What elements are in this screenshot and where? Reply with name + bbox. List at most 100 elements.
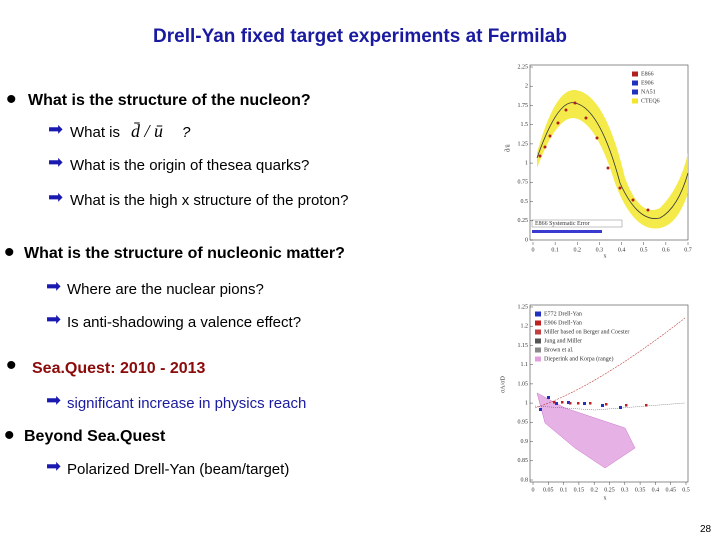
y-tick-label: 0.75 (518, 180, 529, 186)
legend-label: Miller based on Berger and Coester (544, 329, 629, 335)
x-label: x (604, 495, 607, 501)
y-tick-label: 0.25 (518, 218, 529, 224)
e906-points (553, 401, 648, 407)
y-tick-label: 1.2 (521, 324, 529, 330)
slide-title: Drell-Yan fixed target experiments at Fe… (153, 26, 567, 47)
y-tick-label: 2 (525, 84, 528, 90)
plot-dbar-ubar: E866 Systematic Error d̄/ū x 0 0.25 0.5 0.7… (504, 64, 692, 259)
x-tick-label: 0.6 (662, 247, 670, 253)
x-tick-label: 0.5 (682, 487, 690, 493)
legend-swatch (535, 320, 541, 326)
sub-item: ? (182, 124, 191, 141)
bullet: What is the structure of the nucleon? (28, 92, 311, 109)
legend-swatch (535, 356, 541, 362)
legend-label: CTEQ6 (641, 98, 660, 104)
legend-swatch (535, 311, 541, 317)
legend-label: Dieperink and Korpa (range) (544, 355, 613, 362)
dieperink-band (536, 392, 636, 469)
y-tick-label: 2.25 (518, 64, 529, 70)
y-tick-label: 1.1 (521, 362, 529, 368)
y-tick-label: 1 (525, 160, 528, 166)
e772-points (539, 396, 622, 411)
x-tick-label: 0.2 (574, 247, 582, 253)
plot-nuclear-ratio: σA/σD x 0.8 0.85 0.9 0.95 1 1.05 1.1 1.15 1.2 1.2… (500, 304, 690, 501)
legend-label: E906 (641, 80, 654, 86)
y-tick-label: 0.95 (518, 420, 529, 426)
legend-swatch (535, 347, 541, 353)
x-tick-label: 0.7 (684, 247, 692, 253)
arrow: ➡ (46, 456, 62, 476)
sub-item: significant increase in physics reach (67, 395, 307, 412)
cteq-curve (536, 102, 689, 219)
y-tick-label: 0.5 (521, 199, 529, 205)
bullet-dot: • (4, 419, 15, 452)
x-tick-label: 0.25 (604, 487, 615, 493)
x-tick-label: 0 (532, 487, 535, 493)
bullet-dot: • (6, 83, 17, 116)
x-tick-label: 0.4 (652, 487, 660, 493)
legend-swatch (632, 71, 638, 77)
y-label: σA/σD (500, 376, 506, 393)
legend-label: Brown et al. (544, 347, 574, 353)
legend-swatch (535, 338, 541, 344)
y-tick-label: 0.8 (521, 477, 529, 483)
arrow: ➡ (46, 390, 62, 410)
model-curve (534, 317, 686, 409)
x-tick-label: 0.1 (551, 247, 559, 253)
x-tick-label: 0.35 (635, 487, 646, 493)
y-tick-label: 1.15 (518, 343, 529, 349)
sub-item: Polarized Drell-Yan (beam/target) (67, 461, 290, 478)
x-tick-label: 0.1 (560, 487, 568, 493)
sub-item: What is the origin of thesea quarks? (70, 157, 310, 174)
legend-swatch (632, 80, 638, 86)
legend-label: E866 (641, 71, 654, 77)
sub-item: Where are the nuclear pions? (67, 281, 264, 298)
x-label: x (604, 253, 607, 259)
arrow: ➡ (48, 119, 64, 139)
bullet: Sea.Quest: 2010 - 2013 (32, 360, 206, 377)
y-tick-label: 1.5 (521, 122, 529, 128)
y-tick-label: 1 (525, 400, 528, 406)
plot-frame (529, 304, 689, 483)
y-tick-label: 1.25 (518, 141, 529, 147)
y-tick-label: 1.75 (518, 103, 529, 109)
sub-item: What is (70, 124, 121, 141)
x-tick-label: 0.45 (665, 487, 676, 493)
model-curve (534, 402, 686, 411)
formula: d̄ / ū (131, 121, 164, 141)
y-tick-label: 0 (525, 237, 528, 243)
x-tick-label: 0.3 (621, 487, 629, 493)
bullet-dot: • (6, 349, 17, 382)
cteq-band (537, 89, 688, 229)
legend-swatch (535, 329, 541, 335)
x-tick-label: 0 (532, 247, 535, 253)
syst-box (531, 219, 623, 228)
y-tick-label: 0.9 (521, 439, 529, 445)
arrow: ➡ (48, 152, 64, 172)
legend-swatch (632, 89, 638, 95)
e866-points (538, 101, 650, 212)
syst-band (532, 230, 602, 233)
page-number: 28 (700, 524, 712, 535)
x-tick-label: 0.4 (618, 247, 626, 253)
legend-label: Jung and Miller (544, 338, 582, 344)
plot-frame (529, 64, 689, 241)
y-tick-label: 1.25 (518, 304, 529, 310)
x-tick-label: 0.2 (590, 487, 598, 493)
arrow: ➡ (46, 276, 62, 296)
x-tick-label: 0.3 (596, 247, 604, 253)
legend-label: E772 Drell-Yan (544, 311, 582, 317)
bullet: What is the structure of nucleonic matte… (24, 245, 345, 262)
arrow: ➡ (48, 187, 64, 207)
bullet-dot: • (4, 236, 15, 269)
sub-item: Is anti-shadowing a valence effect? (67, 314, 302, 331)
x-tick-label: 0.15 (574, 487, 585, 493)
annotation: E866 Systematic Error (535, 221, 590, 227)
y-tick-label: 0.85 (518, 458, 529, 464)
sub-item: What is the high x structure of the prot… (70, 192, 349, 209)
bullet: Beyond Sea.Quest (24, 428, 166, 445)
x-tick-label: 0.5 (640, 247, 648, 253)
legend-label: E906 Drell-Yan (544, 320, 582, 326)
y-label: d̄/ū (504, 144, 511, 152)
